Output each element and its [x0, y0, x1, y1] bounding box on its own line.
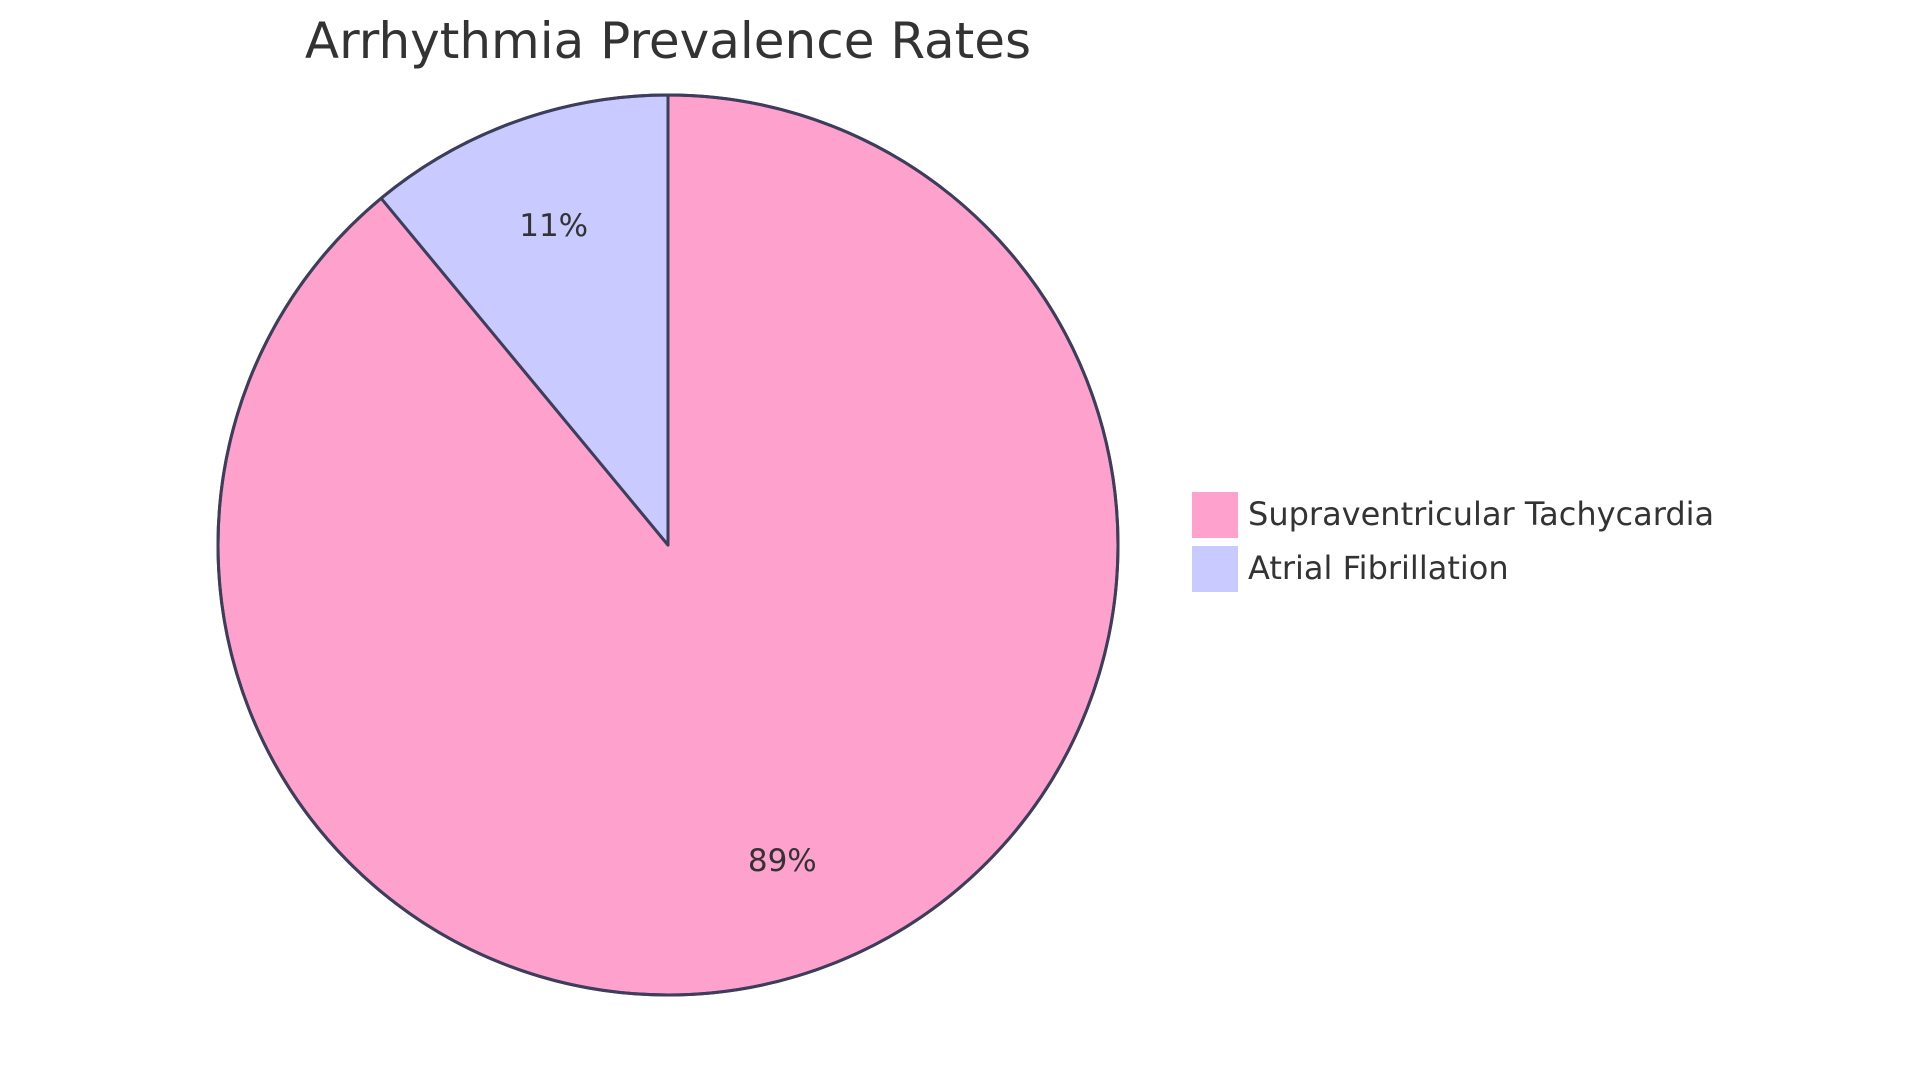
legend: Supraventricular Tachycardia Atrial Fibri…: [1192, 492, 1714, 592]
chart-title: Arrhythmia Prevalence Rates: [305, 12, 1031, 70]
slice-label-supraventricular-tachycardia: 89%: [748, 843, 817, 879]
legend-label-atrial-fibrillation: Atrial Fibrillation: [1248, 549, 1509, 587]
legend-label-supraventricular-tachycardia: Supraventricular Tachycardia: [1248, 495, 1714, 533]
legend-swatch-supraventricular-tachycardia: [1192, 492, 1238, 538]
slice-labels: 89% 11%: [519, 208, 817, 879]
legend-swatch-atrial-fibrillation: [1192, 546, 1238, 592]
pie-slices: [216, 93, 1120, 997]
pie-outline: [216, 93, 1120, 997]
slice-label-atrial-fibrillation: 11%: [519, 208, 588, 244]
